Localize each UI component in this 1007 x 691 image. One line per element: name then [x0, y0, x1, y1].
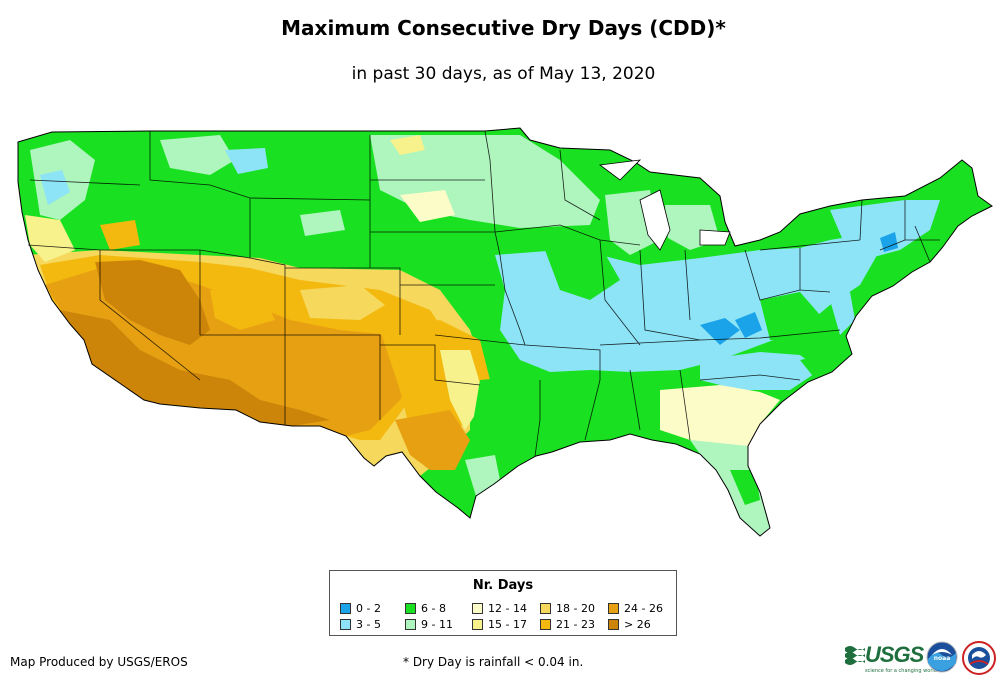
legend-item: 18 - 20: [540, 602, 595, 615]
noaa-text: noaa: [934, 655, 951, 662]
map-title: Maximum Consecutive Dry Days (CDD)*: [281, 16, 726, 40]
legend-item: 12 - 14: [472, 602, 527, 615]
legend-title: Nr. Days: [472, 578, 534, 593]
dry-day-footnote: * Dry Day is rainfall < 0.04 in.: [403, 655, 584, 669]
legend-item: 24 - 26: [608, 602, 663, 615]
usgs-wave-icon: [845, 646, 865, 665]
legend-label: 9 - 11: [421, 618, 453, 631]
legend-label: 12 - 14: [488, 602, 527, 615]
legend-item: 21 - 23: [540, 618, 595, 631]
legend-swatch: [608, 603, 619, 614]
legend-item: > 26: [608, 618, 651, 631]
legend-swatch: [340, 619, 351, 630]
legend-item: 15 - 17: [472, 618, 527, 631]
usgs-tagline: science for a changing world: [865, 668, 937, 674]
legend-swatch: [472, 603, 483, 614]
legend-label: 21 - 23: [556, 618, 595, 631]
legend-swatch: [405, 603, 416, 614]
cdd-map: [17, 127, 993, 537]
legend-item: 9 - 11: [405, 618, 453, 631]
legend-item: 0 - 2: [340, 602, 381, 615]
usgs-wordmark: USGS: [865, 642, 924, 667]
legend-label: 3 - 5: [356, 618, 381, 631]
legend-item: 3 - 5: [340, 618, 381, 631]
legend: Nr. Days 0 - 2 3 - 5 6 - 8 9 - 11 12 - 1…: [329, 570, 677, 636]
legend-swatch: [405, 619, 416, 630]
nws-logo-icon: [962, 641, 996, 675]
noaa-logo-icon: noaa: [926, 641, 958, 673]
map-credit: Map Produced by USGS/EROS: [10, 655, 188, 669]
map-subtitle: in past 30 days, as of May 13, 2020: [351, 64, 656, 84]
legend-swatch: [540, 603, 551, 614]
legend-label: > 26: [624, 618, 651, 631]
usgs-logo: USGS science for a changing world: [845, 642, 937, 674]
legend-swatch: [540, 619, 551, 630]
legend-label: 15 - 17: [488, 618, 527, 631]
legend-swatch: [340, 603, 351, 614]
legend-label: 18 - 20: [556, 602, 595, 615]
legend-swatch: [472, 619, 483, 630]
legend-label: 6 - 8: [421, 602, 446, 615]
legend-item: 6 - 8: [405, 602, 446, 615]
legend-swatch: [608, 619, 619, 630]
legend-label: 24 - 26: [624, 602, 663, 615]
legend-label: 0 - 2: [356, 602, 381, 615]
